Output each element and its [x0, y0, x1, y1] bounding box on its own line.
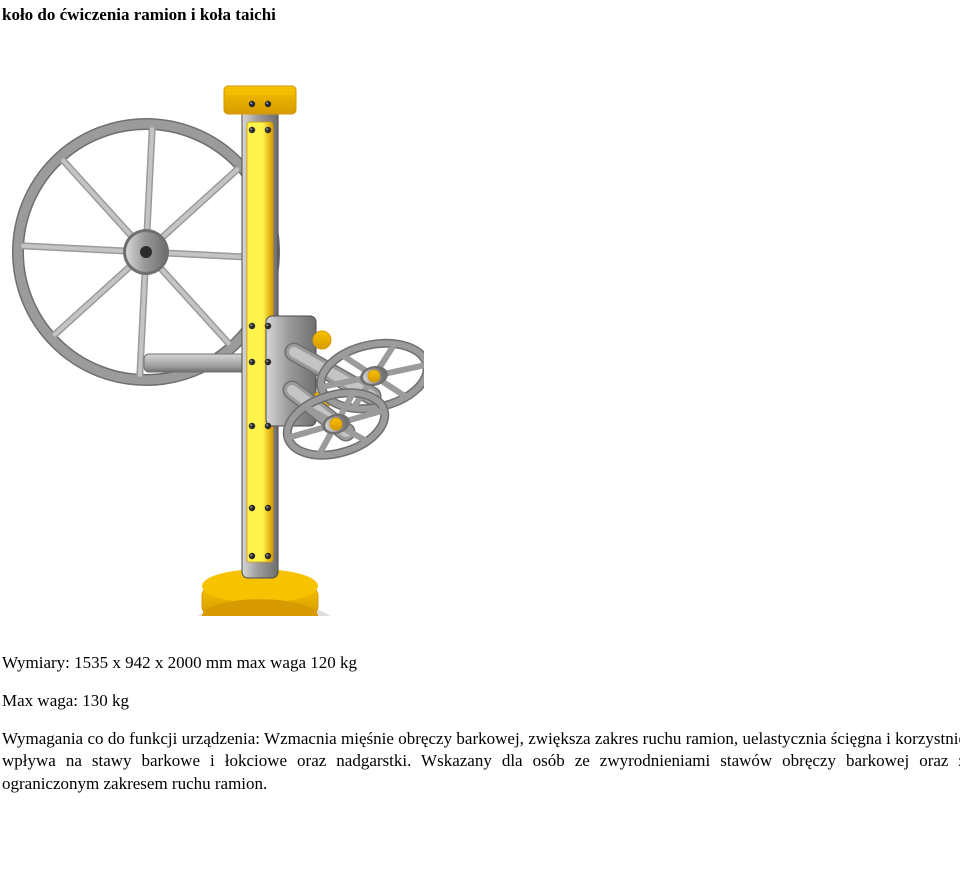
equipment-illustration [4, 56, 960, 622]
description-text: Wymagania co do funkcji urządzenia: Wzma… [2, 728, 960, 794]
page-title: koło do ćwiczenia ramion i koła taichi [2, 4, 960, 26]
dimensions-line: Wymiary: 1535 x 942 x 2000 mm max waga 1… [2, 652, 960, 674]
max-weight-line: Max waga: 130 kg [2, 690, 960, 712]
